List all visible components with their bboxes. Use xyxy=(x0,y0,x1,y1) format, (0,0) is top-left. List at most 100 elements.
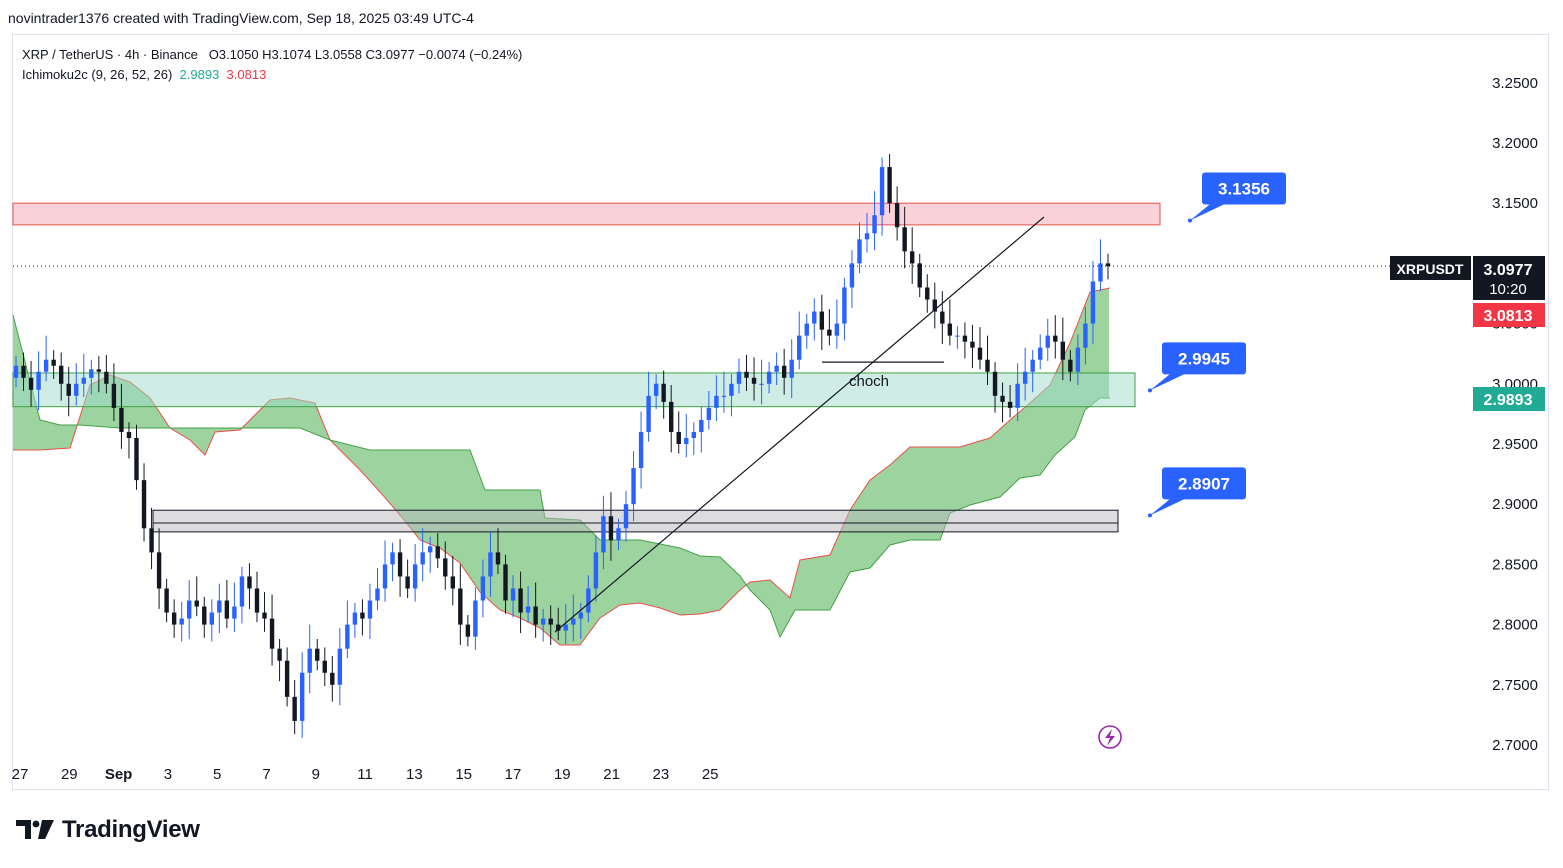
candle-body xyxy=(925,287,930,300)
candle-body xyxy=(488,552,493,577)
level-callout-text: 2.8907 xyxy=(1178,474,1230,493)
symbol-info[interactable]: XRP / TetherUS · 4h · Binance xyxy=(22,47,198,62)
candle-body xyxy=(623,504,629,529)
candle-body xyxy=(556,624,561,631)
span-b-tag xyxy=(1473,387,1545,411)
candle-body xyxy=(631,468,636,505)
candle-body xyxy=(187,600,192,619)
x-tick-label: 19 xyxy=(554,766,571,783)
candle-body xyxy=(699,419,704,432)
candle-body xyxy=(608,516,614,541)
level-callout-text: 2.9945 xyxy=(1178,349,1230,368)
indicator-name[interactable]: Ichimoku2c (9, 26, 52, 26) xyxy=(22,67,173,82)
y-tick-label: 2.8000 xyxy=(1492,617,1538,634)
candle-body xyxy=(1000,395,1005,402)
candle-body xyxy=(1053,335,1058,342)
candle-body xyxy=(262,612,267,619)
candle-body xyxy=(412,564,418,589)
candle-body xyxy=(51,359,56,366)
candle-body xyxy=(345,624,350,649)
candle-body xyxy=(676,431,681,444)
indicator-value-span-b: 2.9893 xyxy=(179,67,220,82)
bar-countdown-text: 10:20 xyxy=(1489,281,1527,298)
candle-body xyxy=(1022,371,1028,384)
candle-body xyxy=(518,588,523,613)
symbol-row: XRP / TetherUS · 4h · Binance O3.1050 H3… xyxy=(22,45,522,65)
zone-resistance xyxy=(12,202,1161,226)
candle-body xyxy=(872,215,877,234)
callout-pointer xyxy=(1190,202,1228,221)
symbol-tag xyxy=(1390,256,1471,280)
candle-body xyxy=(879,167,885,216)
last-price-text: 3.0977 xyxy=(1484,262,1533,279)
candle-body xyxy=(13,365,19,378)
candle-body xyxy=(179,618,184,625)
candle-body xyxy=(563,624,568,631)
candle-body xyxy=(450,576,455,589)
candle-body xyxy=(495,552,501,565)
candle-body xyxy=(352,612,358,625)
candle-body xyxy=(902,227,907,252)
candle-body xyxy=(766,371,772,384)
candle-body xyxy=(247,576,252,589)
candle-body xyxy=(81,377,86,384)
span-a-text: 3.0813 xyxy=(1484,308,1533,325)
candle-body xyxy=(827,329,832,336)
y-tick-label: 2.7000 xyxy=(1492,737,1538,754)
candle-body xyxy=(857,239,862,264)
candle-body xyxy=(812,311,817,324)
candle-body xyxy=(1098,263,1103,282)
x-tick-label: 9 xyxy=(312,766,320,783)
zone-support xyxy=(152,509,1119,533)
candle-body xyxy=(759,383,764,385)
candle-body xyxy=(834,323,840,336)
candle-body xyxy=(209,612,215,625)
candle-body xyxy=(503,564,508,601)
candle-body xyxy=(1030,359,1035,372)
candle-body xyxy=(789,359,794,378)
candle-body xyxy=(1015,383,1020,408)
tradingview-brand: TradingView xyxy=(62,816,200,843)
level-callout xyxy=(1162,342,1246,375)
candle-body xyxy=(134,437,139,481)
candle-body xyxy=(1105,263,1111,267)
choch-label: choch xyxy=(849,373,889,390)
candle-body xyxy=(1075,347,1081,372)
candle-body xyxy=(721,395,727,397)
candle-body xyxy=(269,618,275,649)
candle-body xyxy=(119,407,124,432)
span-b-text: 2.9893 xyxy=(1484,392,1533,409)
zone-demand xyxy=(12,372,1136,408)
x-tick-label: 27 xyxy=(12,766,29,783)
candle-body xyxy=(217,600,222,613)
candle-body xyxy=(322,660,327,673)
candle-body xyxy=(164,588,169,613)
tradingview-logo[interactable]: TradingView xyxy=(16,816,200,844)
candle-body xyxy=(337,648,343,685)
candle-body xyxy=(781,365,787,378)
chart-legend: XRP / TetherUS · 4h · Binance O3.1050 H3… xyxy=(22,45,522,85)
y-tick-label: 2.9500 xyxy=(1492,436,1538,453)
candle-body xyxy=(962,335,968,342)
x-tick-label: 29 xyxy=(61,766,78,783)
x-tick-label: 13 xyxy=(406,766,423,783)
candle-body xyxy=(315,648,320,661)
candle-body xyxy=(706,407,712,420)
candle-body xyxy=(940,311,945,324)
candle-body xyxy=(646,395,651,432)
y-tick-label: 3.1500 xyxy=(1492,195,1538,212)
candle-body xyxy=(751,377,757,384)
candle-body xyxy=(435,546,440,559)
candle-body xyxy=(397,552,403,577)
candle-body xyxy=(232,606,237,619)
candle-body xyxy=(1007,401,1013,408)
candle-body xyxy=(367,600,373,619)
candle-body xyxy=(586,588,591,613)
candle-body xyxy=(21,365,26,378)
level-callout-text: 3.1356 xyxy=(1218,180,1270,199)
callout-anchor xyxy=(1188,218,1192,223)
candle-body xyxy=(1045,335,1050,348)
callout-anchor xyxy=(1148,513,1152,518)
candle-body xyxy=(28,377,34,390)
